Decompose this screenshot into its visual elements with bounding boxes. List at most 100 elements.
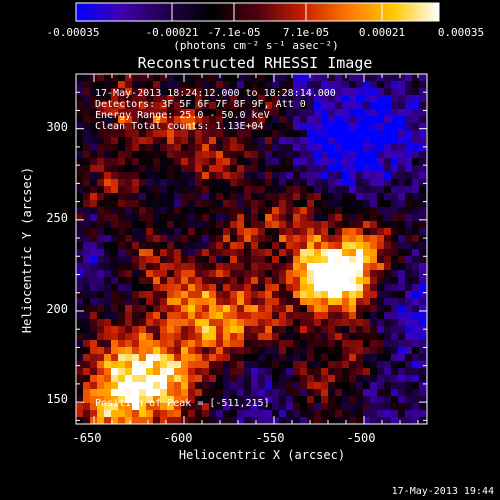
heatmap-cell xyxy=(251,116,259,124)
heatmap-cell xyxy=(216,193,224,201)
heatmap-cell xyxy=(307,158,315,166)
heatmap-cell xyxy=(342,326,350,334)
heatmap-cell xyxy=(76,102,84,110)
heatmap-cell xyxy=(342,375,350,383)
heatmap-cell xyxy=(384,375,392,383)
heatmap-cell xyxy=(237,235,245,243)
heatmap-cell xyxy=(181,109,189,117)
heatmap-cell xyxy=(251,410,259,418)
heatmap-cell xyxy=(181,179,189,187)
heatmap-cell xyxy=(111,312,119,320)
heatmap-cell xyxy=(167,200,175,208)
heatmap-cell xyxy=(195,137,203,145)
heatmap-cell xyxy=(307,193,315,201)
heatmap-cell xyxy=(160,326,168,334)
heatmap-cell xyxy=(174,81,182,89)
heatmap-cell xyxy=(202,151,210,159)
heatmap-cell xyxy=(328,389,336,397)
heatmap-cell xyxy=(167,340,175,348)
heatmap-cell xyxy=(244,256,252,264)
heatmap-cell xyxy=(104,410,112,418)
heatmap-cell xyxy=(195,410,203,418)
heatmap-cell xyxy=(286,333,294,341)
heatmap-cell xyxy=(216,109,224,117)
heatmap-cell xyxy=(195,382,203,390)
heatmap-cell xyxy=(90,214,98,222)
heatmap-cell xyxy=(223,389,231,397)
heatmap-cell xyxy=(160,284,168,292)
heatmap-cell xyxy=(391,165,399,173)
heatmap-cell xyxy=(139,249,147,257)
heatmap-cell xyxy=(125,137,133,145)
heatmap-cell xyxy=(398,256,406,264)
heatmap-cell xyxy=(132,123,140,131)
heatmap-cell xyxy=(300,88,308,96)
heatmap-cell xyxy=(202,130,210,138)
heatmap-cell xyxy=(370,186,378,194)
heatmap-cell xyxy=(321,109,329,117)
heatmap-cell xyxy=(384,305,392,313)
heatmap-cell xyxy=(153,417,161,424)
heatmap-cell xyxy=(377,172,385,180)
heatmap-cell xyxy=(314,410,322,418)
heatmap-cell xyxy=(237,242,245,250)
heatmap-cell xyxy=(188,298,196,306)
heatmap-cell xyxy=(279,368,287,376)
heatmap-cell xyxy=(139,305,147,313)
heatmap-cell xyxy=(286,410,294,418)
heatmap-cell xyxy=(391,74,399,82)
heatmap-cell xyxy=(405,382,413,390)
heatmap-cell xyxy=(146,249,154,257)
heatmap-cell xyxy=(356,193,364,201)
heatmap-cell xyxy=(251,130,259,138)
heatmap-cell xyxy=(321,207,329,215)
heatmap-cell xyxy=(328,95,336,103)
heatmap-cell xyxy=(251,137,259,145)
heatmap-cell xyxy=(265,81,273,89)
heatmap-cell xyxy=(314,214,322,222)
heatmap-cell xyxy=(335,305,343,313)
heatmap-cell xyxy=(90,165,98,173)
heatmap-cell xyxy=(90,319,98,327)
heatmap-cell xyxy=(265,319,273,327)
heatmap-cell xyxy=(97,312,105,320)
heatmap-cell xyxy=(363,130,371,138)
heatmap-cell xyxy=(349,116,357,124)
heatmap-cell xyxy=(237,375,245,383)
heatmap-cell xyxy=(181,368,189,376)
heatmap-cell xyxy=(363,305,371,313)
heatmap-cell xyxy=(251,256,259,264)
heatmap-cell xyxy=(384,410,392,418)
heatmap-cell xyxy=(188,354,196,362)
heatmap-cell xyxy=(356,326,364,334)
heatmap-cell xyxy=(195,116,203,124)
heatmap-cell xyxy=(314,186,322,194)
heatmap-cell xyxy=(419,144,427,152)
heatmap-cell xyxy=(83,340,91,348)
heatmap-cell xyxy=(160,256,168,264)
heatmap-cell xyxy=(321,200,329,208)
heatmap-cell xyxy=(146,130,154,138)
heatmap-cell xyxy=(139,95,147,103)
heatmap-cell xyxy=(265,179,273,187)
heatmap-cell xyxy=(307,221,315,229)
heatmap-cell xyxy=(377,88,385,96)
heatmap-cell xyxy=(391,200,399,208)
heatmap-cell xyxy=(209,319,217,327)
heatmap-cell xyxy=(83,144,91,152)
heatmap-cell xyxy=(132,326,140,334)
heatmap-cell xyxy=(153,389,161,397)
heatmap-cell xyxy=(132,368,140,376)
heatmap-cell xyxy=(398,144,406,152)
heatmap-cell xyxy=(153,144,161,152)
heatmap-cell xyxy=(272,151,280,159)
heatmap-cell xyxy=(419,235,427,243)
heatmap-cell xyxy=(293,214,301,222)
heatmap-cell xyxy=(412,277,420,285)
heatmap-cell xyxy=(118,326,126,334)
heatmap-cell xyxy=(223,340,231,348)
heatmap-cell xyxy=(307,207,315,215)
heatmap-cell xyxy=(118,256,126,264)
heatmap-cell xyxy=(279,396,287,404)
heatmap-cell xyxy=(251,347,259,355)
